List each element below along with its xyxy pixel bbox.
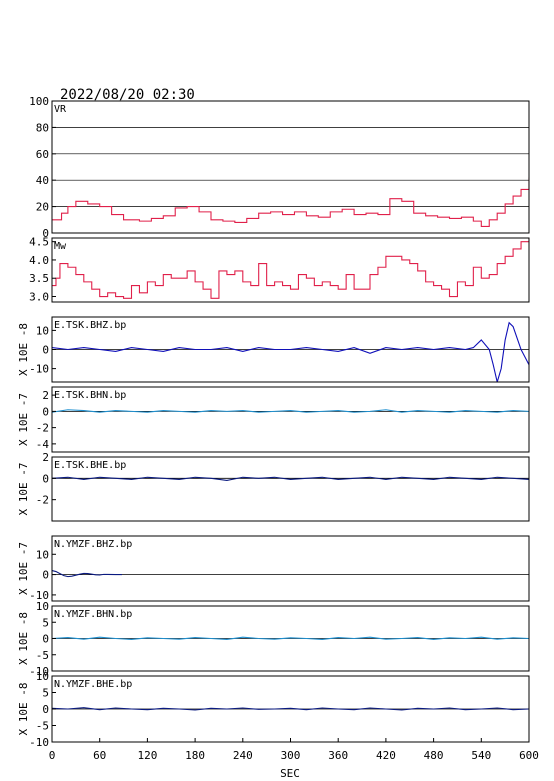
y-tick-label-mw: 4.5 [29, 236, 49, 249]
y-tick-label-mw: 4.0 [29, 254, 49, 267]
y-tick-label-ymzf_bhz: 10 [36, 548, 49, 561]
y-tick-label-ymzf_bhe: -10 [29, 736, 49, 749]
y-axis-label-ymzf_bhn: X 10E -8 [17, 612, 30, 665]
y-axis-label-tsk_bhz: X 10E -8 [17, 323, 30, 376]
series-line-vr [52, 177, 529, 227]
x-tick-label: 240 [233, 749, 253, 762]
panel-tsk_bhz: -10 0 10 E.TSK.BHZ.bp X 10E -8 [17, 316, 530, 383]
panel-frame-ymzf_bhz [51, 535, 530, 602]
y-tick-label-tsk_bhn: 0 [42, 405, 49, 418]
y-tick-label-ymzf_bhn: 10 [36, 600, 49, 613]
panel-label-ymzf_bhe: N.YMZF.BHE.bp [54, 679, 132, 690]
series-line-tsk_bhn [52, 409, 529, 413]
y-tick-label-tsk_bhn: 2 [42, 389, 49, 402]
y-tick-label-tsk_bhz: 0 [42, 344, 49, 357]
y-axis-label-ymzf_bhe: X 10E -8 [17, 683, 30, 736]
y-tick-label-ymzf_bhn: 0 [42, 633, 49, 646]
y-tick-label-vr: 80 [36, 121, 49, 134]
y-tick-label-ymzf_bhn: -5 [36, 649, 49, 662]
panel-vr: 0 20 40 60 80 100 VR [29, 95, 530, 240]
panel-label-mw: Mw [54, 241, 67, 252]
y-tick-label-ymzf_bhe: 5 [42, 687, 49, 700]
y-axis-label-tsk_bhn: X 10E -7 [17, 393, 30, 446]
x-tick-label: 0 [49, 749, 56, 762]
x-tick-label: 180 [185, 749, 205, 762]
y-tick-label-tsk_bhe: -2 [36, 494, 49, 507]
y-tick-label-ymzf_bhe: 0 [42, 703, 49, 716]
panel-frame-tsk_bhn [51, 386, 530, 453]
y-tick-label-tsk_bhn: -4 [36, 438, 50, 451]
y-tick-label-vr: 40 [36, 174, 49, 187]
panel-frame-vr [51, 100, 530, 234]
y-tick-label-vr: 60 [36, 148, 49, 161]
panel-label-ymzf_bhn: N.YMZF.BHN.bp [54, 609, 132, 620]
series-line-ymzf_bhn [52, 636, 529, 641]
y-tick-label-vr: 100 [29, 95, 49, 108]
y-axis-label-tsk_bhe: X 10E -7 [17, 463, 30, 516]
y-tick-label-tsk_bhz: 10 [36, 324, 49, 337]
panel-ymzf_bhe: -10 -5 0 5 10 N.YMZF.BHE.bp X 10E -8 [17, 670, 530, 749]
panel-frame-tsk_bhe [51, 456, 530, 522]
y-tick-label-tsk_bhn: -2 [36, 422, 49, 435]
panel-label-vr: VR [54, 104, 67, 115]
panel-ymzf_bhz: -10 0 10 N.YMZF.BHZ.bp X 10E -7 [17, 535, 530, 602]
x-tick-label: 480 [424, 749, 444, 762]
x-tick-label: 360 [328, 749, 348, 762]
y-tick-label-mw: 3.0 [29, 291, 49, 304]
y-tick-label-ymzf_bhe: -5 [36, 720, 49, 733]
panel-tsk_bhe: -2 0 2 E.TSK.BHE.bp X 10E -7 [17, 451, 530, 522]
panel-frame-mw [51, 237, 530, 303]
y-tick-label-ymzf_bhn: 5 [42, 616, 49, 629]
panel-mw: 3.0 3.5 4.0 4.5 Mw [29, 236, 530, 304]
y-tick-label-tsk_bhe: 2 [42, 451, 49, 464]
y-tick-label-tsk_bhz: -10 [29, 363, 49, 376]
y-tick-label-tsk_bhe: 0 [42, 472, 49, 485]
series-line-mw [52, 238, 529, 299]
series-line-ymzf_bhz [52, 569, 122, 578]
x-tick-label: 300 [281, 749, 301, 762]
series-line-tsk_bhe [52, 476, 529, 482]
panel-label-ymzf_bhz: N.YMZF.BHZ.bp [54, 539, 132, 550]
y-tick-label-ymzf_bhe: 10 [36, 670, 49, 683]
panel-ymzf_bhn: -10 -5 0 5 10 N.YMZF.BHN.bp X 10E -8 [17, 600, 530, 678]
x-tick-label: 420 [376, 749, 396, 762]
x-axis-label: SEC [280, 767, 300, 780]
panel-label-tsk_bhn: E.TSK.BHN.bp [54, 390, 126, 401]
panel-label-tsk_bhe: E.TSK.BHE.bp [54, 460, 126, 471]
datetime-label: 2022/08/20 02:30 [60, 87, 195, 103]
series-line-tsk_bhz [52, 321, 529, 382]
x-tick-label: 540 [471, 749, 491, 762]
y-tick-label-ymzf_bhz: 0 [42, 569, 49, 582]
y-tick-label-ymzf_bhz: -10 [29, 589, 49, 602]
x-tick-label: 60 [93, 749, 106, 762]
y-tick-label-vr: 20 [36, 201, 49, 214]
y-tick-label-mw: 3.5 [29, 272, 49, 285]
y-axis-label-ymzf_bhz: X 10E -7 [17, 542, 30, 595]
panel-label-tsk_bhz: E.TSK.BHZ.bp [54, 320, 126, 331]
y-tick-label-ymzf_bhn: -10 [29, 665, 49, 678]
x-axis: 0 60 120 180 240 300 360 420 480 540 600 [49, 738, 539, 762]
x-tick-label: 600 [519, 749, 539, 762]
x-tick-label: 120 [137, 749, 157, 762]
series-line-ymzf_bhe [52, 707, 529, 711]
panel-tsk_bhn: -4 -2 0 2 E.TSK.BHN.bp X 10E -7 [17, 386, 530, 453]
y-tick-label-vr: 0 [42, 227, 49, 240]
